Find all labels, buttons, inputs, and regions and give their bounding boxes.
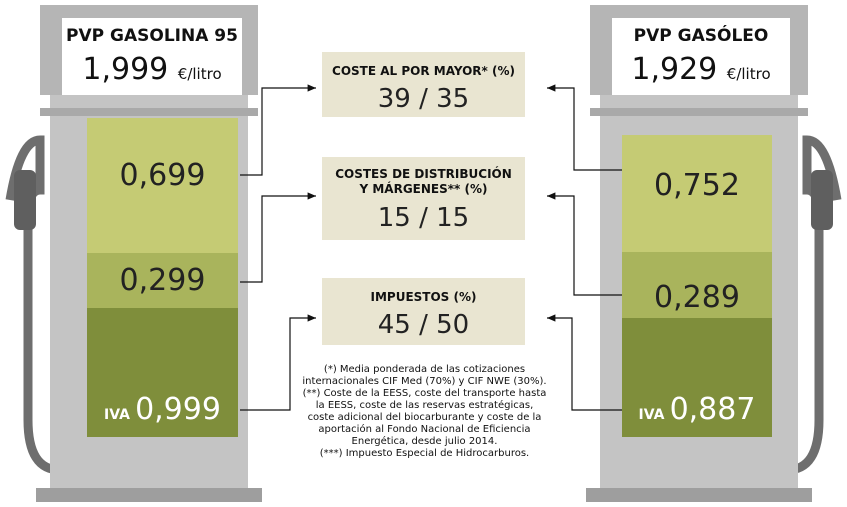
segment-row: IVA 0,999 [87,392,238,427]
segment-value: 0,752 [622,168,772,203]
notes: (*) Media ponderada de las cotizaciones … [302,364,547,460]
iva-label: IVA [639,407,665,423]
pump-price: 1,999 €/litro [62,52,242,87]
price-value: 1,999 [82,52,168,87]
infographic: PVP GASOLINA 95 1,999 €/litro 0,699 0,29… [0,0,847,507]
segment-value: 0,887 [670,392,756,427]
box-value: 15 / 15 [322,203,525,233]
segment-value: 0,289 [622,280,772,315]
pump-price: 1,929 €/litro [612,52,790,87]
box-title-line: IMPUESTOS (%) [322,290,525,305]
segment-value: 0,299 [87,263,238,298]
pump-title: PVP GASÓLEO [612,26,790,46]
box-title: IMPUESTOS (%) [322,290,525,305]
price-value: 1,929 [631,52,717,87]
segment-row: IVA 0,887 [622,392,772,427]
iva-label: IVA [104,407,130,423]
box-title: COSTE AL POR MAYOR* (%) [322,64,525,79]
pump-title: PVP GASOLINA 95 [62,26,242,46]
box-title-line: COSTE AL POR MAYOR* (%) [322,64,525,79]
box-value: 45 / 50 [322,310,525,340]
box-title-line: COSTES DE DISTRIBUCIÓN [322,167,525,182]
arrows [240,88,622,410]
box-value: 39 / 35 [322,84,525,114]
note: (**) Coste de la EESS, coste del transpo… [302,388,547,448]
segment-value: 0,699 [87,158,238,193]
note: (*) Media ponderada de las cotizaciones … [302,364,547,388]
segment-value: 0,999 [135,392,221,427]
price-unit: €/litro [727,65,771,83]
price-unit: €/litro [178,65,222,83]
box-title-line: Y MÁRGENES** (%) [322,182,525,197]
note: (***) Impuesto Especial de Hidrocarburos… [302,448,547,460]
